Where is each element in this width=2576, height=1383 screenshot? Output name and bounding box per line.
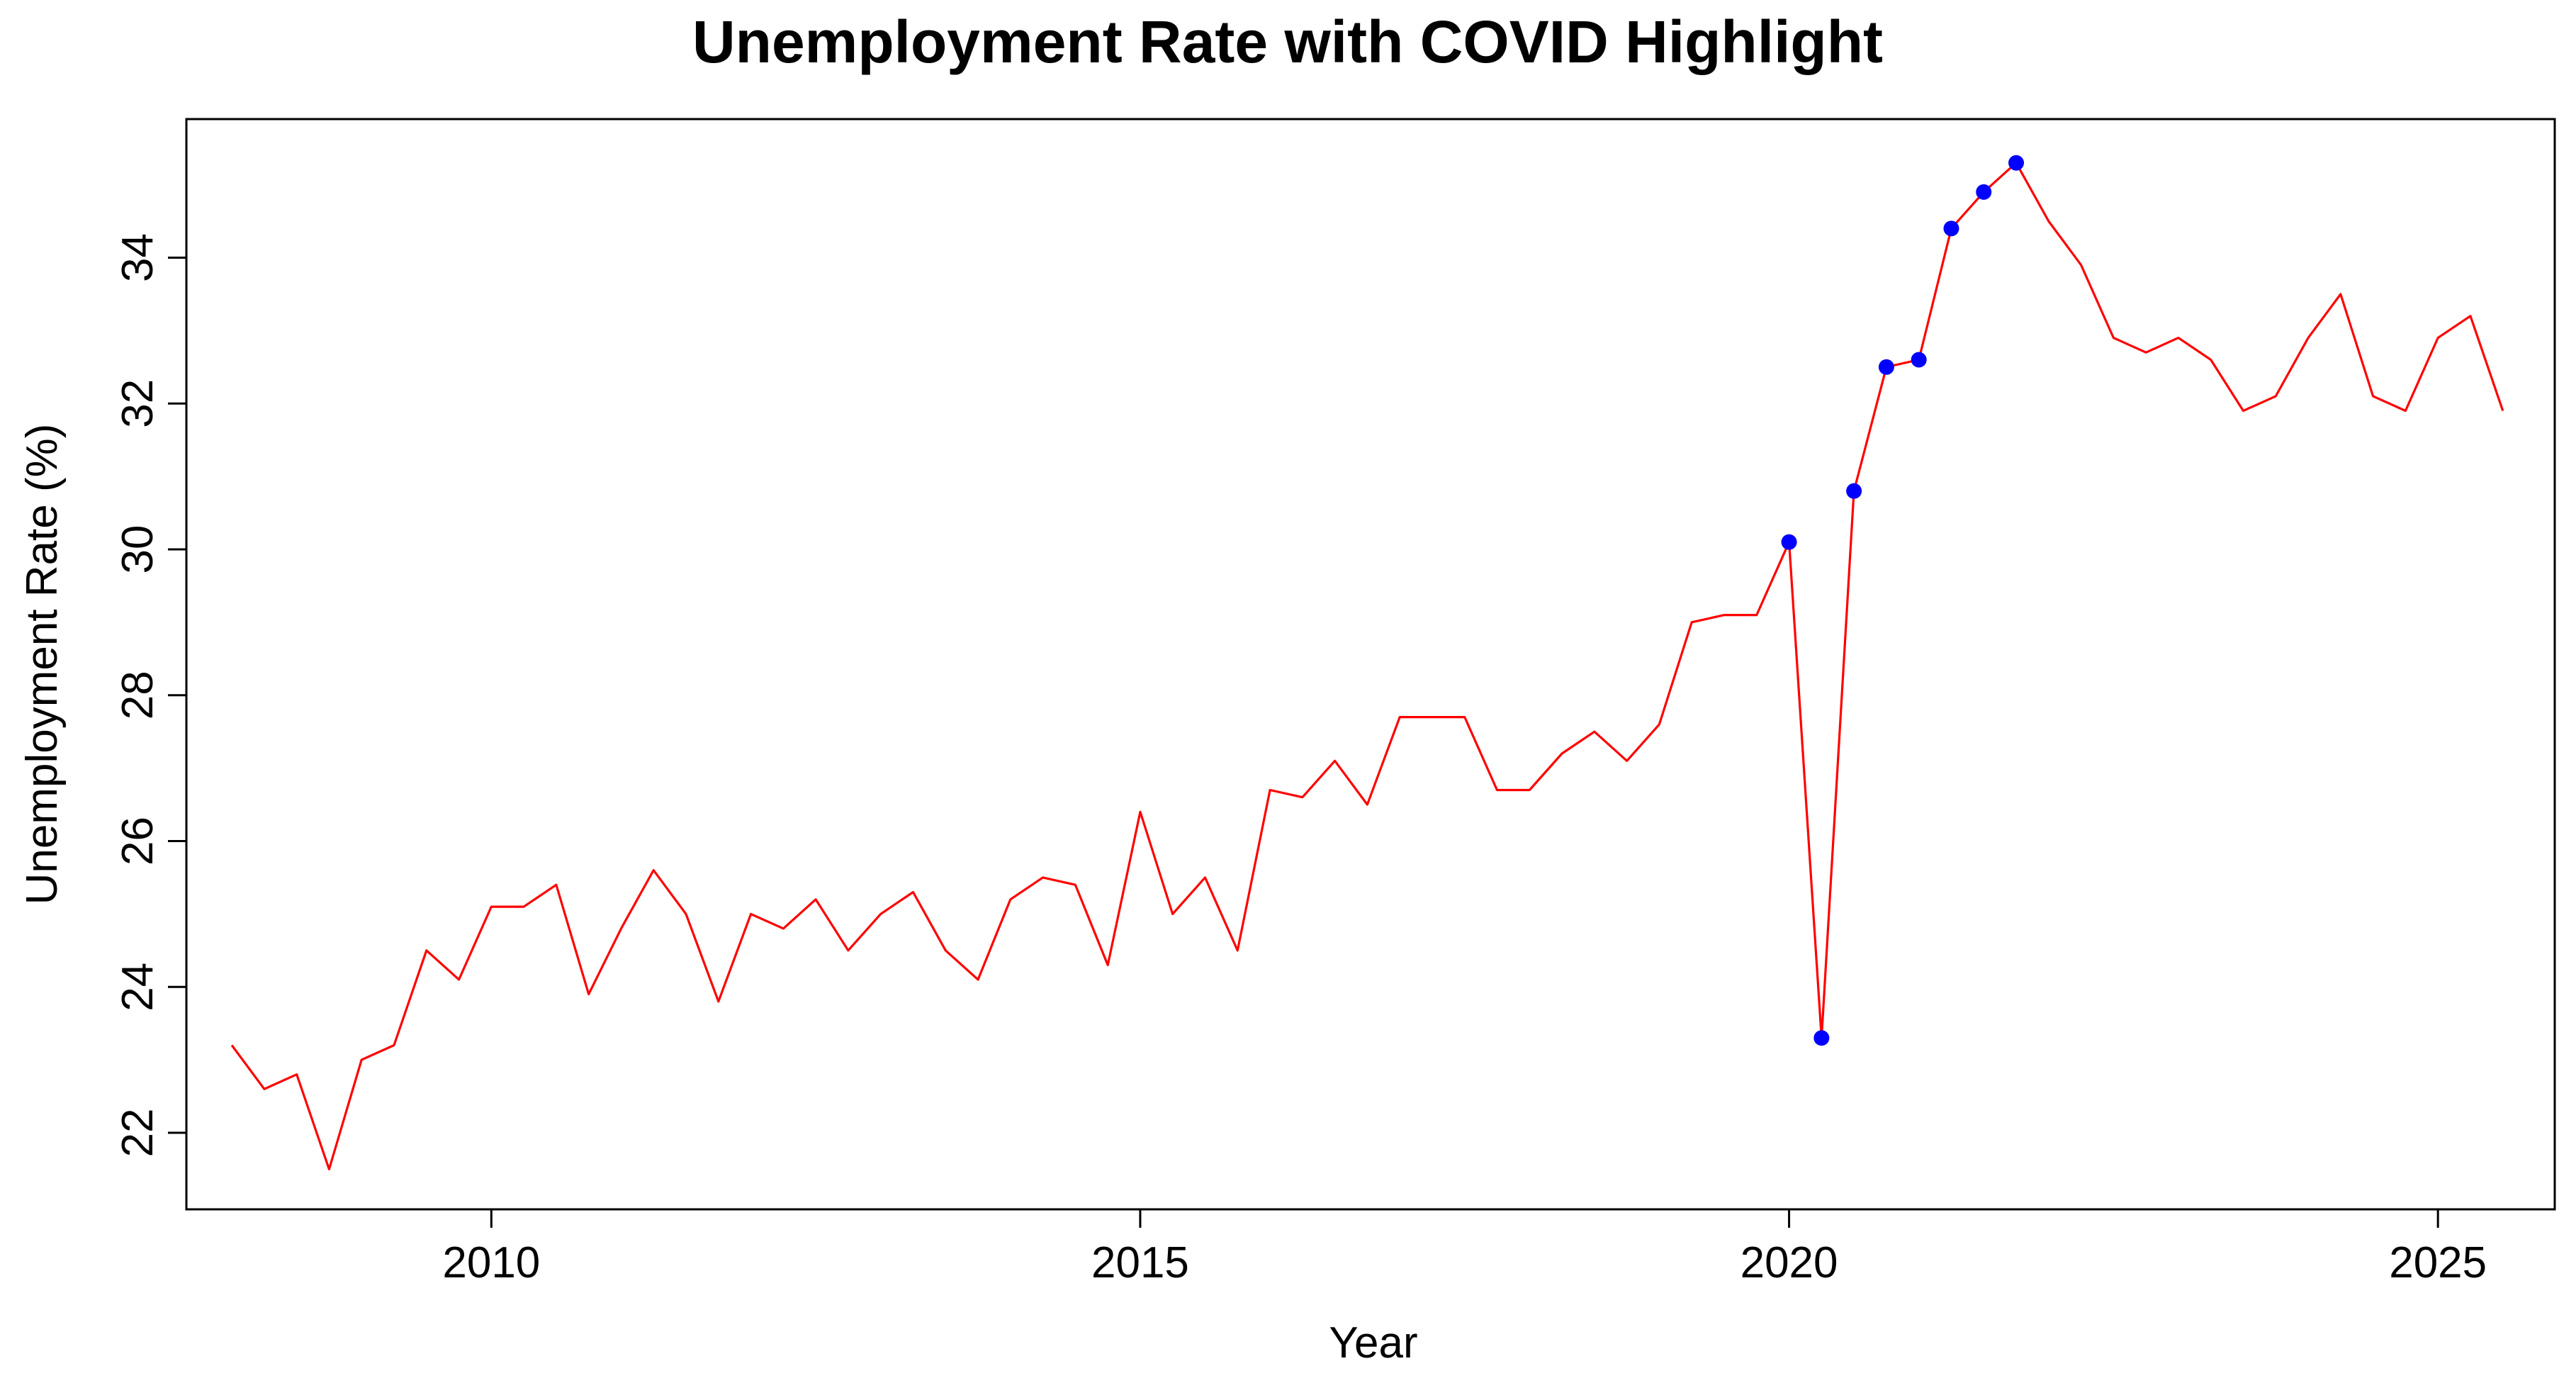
covid-highlight-point — [1846, 483, 1862, 499]
covid-highlight-point — [1911, 352, 1927, 368]
series-layer — [230, 162, 2504, 1171]
covid-highlight-layer — [1781, 155, 2025, 1046]
x-tick-label: 2020 — [1740, 1238, 1838, 1287]
y-axis: 22 24 26 28 30 32 34 — [113, 233, 186, 1157]
y-tick-label: 22 — [113, 1108, 162, 1157]
covid-highlight-point — [1943, 220, 1959, 237]
y-tick-label: 34 — [113, 233, 162, 282]
plot-area-frame — [185, 118, 2556, 1211]
unemployment-rate-line — [230, 162, 2504, 1171]
y-tick-label: 32 — [113, 379, 162, 428]
x-axis: 2010 2015 2020 2025 — [442, 1209, 2487, 1287]
covid-highlight-point — [1781, 534, 1797, 550]
x-tick-label: 2010 — [442, 1238, 540, 1287]
covid-highlight-point — [1813, 1030, 1830, 1046]
y-axis-label: Unemployment Rate (%) — [18, 424, 67, 905]
y-tick-label: 24 — [113, 963, 162, 1012]
y-tick-label: 30 — [113, 525, 162, 573]
y-tick-label: 28 — [113, 671, 162, 720]
x-tick-label: 2015 — [1091, 1238, 1189, 1287]
covid-highlight-point — [2008, 155, 2025, 171]
x-tick-label: 2025 — [2389, 1238, 2487, 1287]
chart-title: Unemployment Rate with COVID Highlight — [692, 9, 1883, 75]
y-tick-label: 26 — [113, 817, 162, 866]
x-axis-label: Year — [1329, 1318, 1417, 1367]
covid-highlight-point — [1976, 184, 1992, 200]
covid-highlight-point — [1878, 359, 1894, 375]
